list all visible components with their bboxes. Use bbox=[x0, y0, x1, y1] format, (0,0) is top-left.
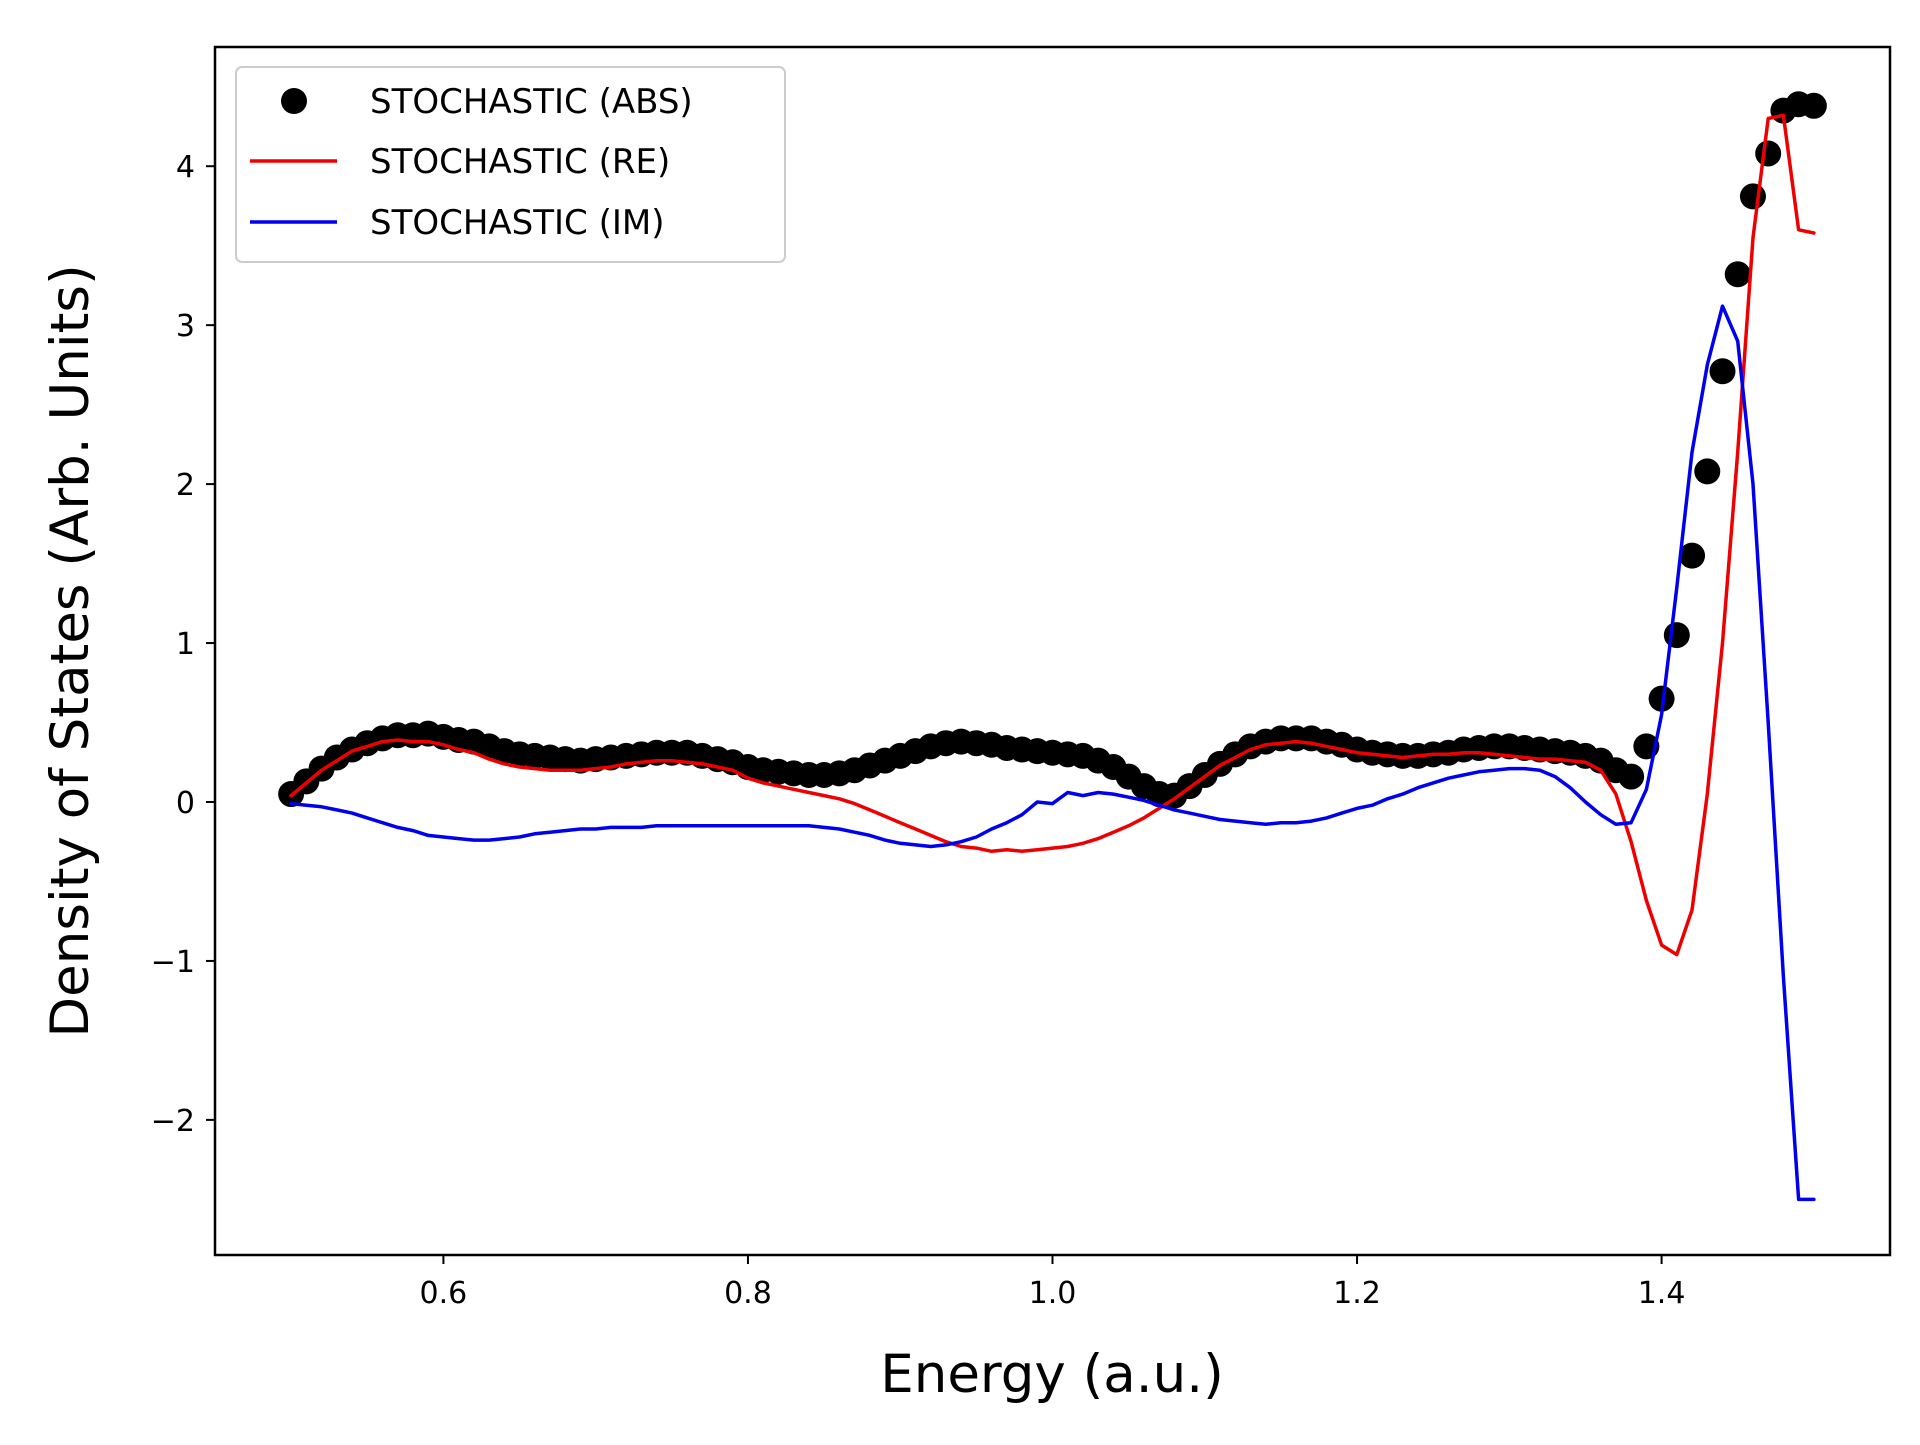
series-stochastic-re-line bbox=[289, 113, 1816, 957]
data-point-stochastic-abs bbox=[1618, 763, 1645, 790]
y-tick-label: 3 bbox=[176, 309, 195, 344]
x-tick-label: 0.8 bbox=[724, 1276, 772, 1311]
y-tick-label: −2 bbox=[151, 1104, 195, 1139]
data-point-stochastic-abs bbox=[1663, 622, 1690, 649]
legend-label-abs: STOCHASTIC (ABS) bbox=[370, 82, 693, 122]
legend-box bbox=[235, 66, 786, 263]
legend: STOCHASTIC (ABS) STOCHASTIC (RE) STOCHAS… bbox=[235, 66, 786, 263]
x-tick-label: 1.2 bbox=[1333, 1276, 1381, 1311]
plot-layer bbox=[278, 91, 1827, 1202]
x-tick-label: 1.0 bbox=[1029, 1276, 1077, 1311]
plot-frame bbox=[213, 45, 1892, 1257]
legend-marker-abs bbox=[281, 88, 307, 114]
y-axis-title: Density of States (Arb. Units) bbox=[40, 264, 101, 1037]
y-tick-label: 2 bbox=[176, 468, 195, 503]
y-tick-label: 4 bbox=[176, 150, 195, 185]
legend-label-im: STOCHASTIC (IM) bbox=[370, 203, 665, 243]
ticks-layer: 0.6 0.8 1.0 1.2 1.4 −2 −1 0 1 2 3 4 bbox=[151, 150, 1686, 1311]
data-point-stochastic-abs bbox=[1800, 92, 1827, 119]
x-tick-label: 1.4 bbox=[1638, 1276, 1686, 1311]
y-tick-label: −1 bbox=[151, 945, 195, 980]
legend-label-re: STOCHASTIC (RE) bbox=[370, 142, 670, 182]
data-point-stochastic-abs bbox=[1709, 358, 1736, 385]
data-point-stochastic-abs bbox=[1755, 140, 1782, 167]
data-point-stochastic-abs bbox=[1724, 261, 1751, 288]
y-tick-label: 0 bbox=[176, 786, 195, 821]
data-point-stochastic-abs bbox=[1648, 685, 1675, 712]
data-point-stochastic-abs bbox=[1694, 458, 1721, 485]
x-axis-title: Energy (a.u.) bbox=[880, 1344, 1224, 1405]
series-stochastic-im-line bbox=[289, 304, 1816, 1202]
x-tick-label: 0.6 bbox=[420, 1276, 468, 1311]
data-point-stochastic-abs bbox=[1679, 542, 1706, 569]
data-point-stochastic-abs bbox=[1739, 183, 1766, 210]
y-tick-label: 1 bbox=[176, 627, 195, 662]
